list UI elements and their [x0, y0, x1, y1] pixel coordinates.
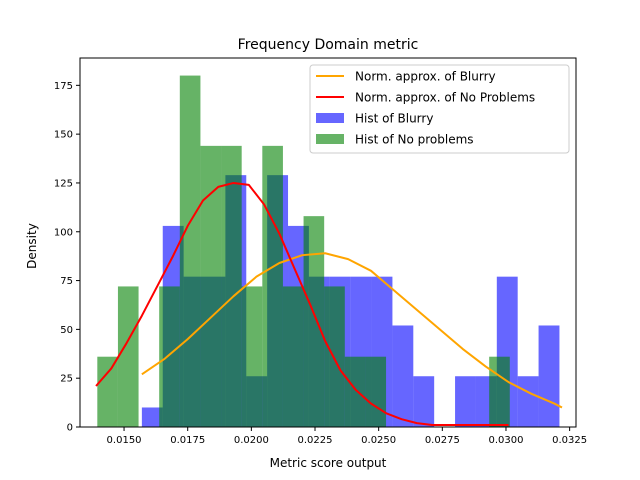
- hist-bar-no-problems: [200, 145, 222, 427]
- axes-frame: [79, 57, 577, 428]
- hist-bar-blurry: [455, 376, 476, 427]
- legend-label: Norm. approx. of No Problems: [355, 91, 535, 105]
- x-tick-label: 0.0150: [107, 435, 142, 446]
- x-tick-label: 0.0325: [552, 435, 587, 446]
- x-tick-label: 0.0225: [298, 435, 333, 446]
- hist-bar-no-problems: [179, 75, 201, 427]
- legend-box: [309, 64, 570, 154]
- legend-label: Hist of No problems: [355, 133, 474, 147]
- hist-bar-no-problems: [221, 145, 242, 427]
- hist-bar-no-problems: [365, 356, 387, 427]
- x-tick-label: 0.0175: [170, 435, 205, 446]
- hist-bar-no-problems: [489, 356, 510, 427]
- y-tick-label: 150: [54, 130, 73, 141]
- hist-bar-no-problems: [159, 286, 180, 427]
- y-axis-label: Density: [25, 223, 39, 269]
- x-axis-label: Metric score output: [270, 456, 387, 470]
- curve-blurry: [141, 252, 563, 409]
- hist-bar-no-problems: [262, 145, 283, 427]
- hist-bar-no-problems: [324, 286, 345, 427]
- y-tick-label: 25: [60, 374, 73, 385]
- y-tick-label: 0: [67, 423, 73, 434]
- x-tick-label: 0.0250: [361, 435, 396, 446]
- hist-bar-no-problems: [344, 356, 366, 427]
- hist-bar-blurry: [538, 325, 560, 427]
- hist-bar-blurry: [517, 376, 539, 427]
- x-tick-label: 0.0275: [425, 435, 460, 446]
- curve-no-problems: [95, 181, 509, 427]
- x-tick-label: 0.0200: [234, 435, 269, 446]
- y-tick-label: 100: [54, 227, 73, 238]
- y-tick-label: 75: [60, 276, 73, 287]
- hist-bar-no-problems: [117, 286, 139, 427]
- legend-label: Hist of Blurry: [355, 112, 433, 126]
- hist-bar-blurry: [392, 325, 414, 427]
- y-tick-label: 175: [54, 81, 73, 92]
- legend: Norm. approx. of Blurry Norm. approx. of …: [309, 64, 570, 154]
- hist-bar-no-problems: [241, 286, 263, 427]
- plot-area: [95, 75, 563, 427]
- y-tick-label: 50: [60, 325, 73, 336]
- legend-patch-swatch: [316, 134, 344, 144]
- chart-title: Frequency Domain metric: [238, 37, 419, 53]
- hist-bar-no-problems: [97, 356, 118, 427]
- y-tick-label: 125: [54, 178, 73, 189]
- hist-bar-blurry: [413, 376, 435, 427]
- hist-bar-blurry: [141, 407, 163, 427]
- legend-patch-swatch: [316, 113, 344, 123]
- x-tick-label: 0.0300: [488, 435, 523, 446]
- legend-label: Norm. approx. of Blurry: [355, 70, 496, 84]
- hist-bar-no-problems: [303, 216, 325, 427]
- hist-bar-no-problems: [282, 286, 304, 427]
